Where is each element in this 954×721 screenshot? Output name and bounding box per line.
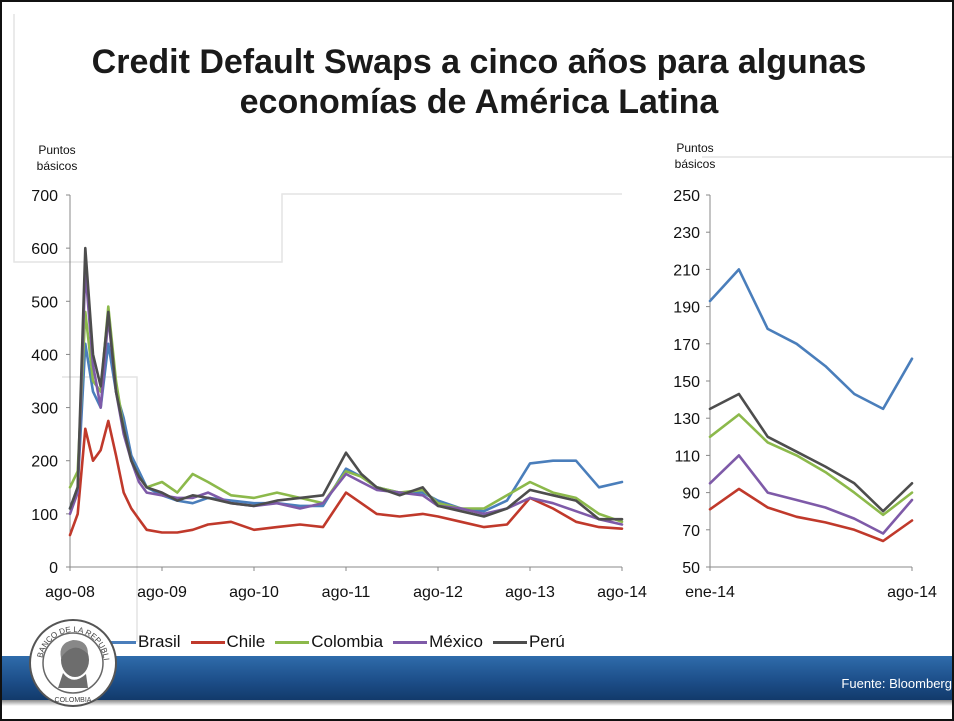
y-tick-label: 600 bbox=[31, 241, 58, 258]
legend: Brasil Chile Colombia México Perú bbox=[102, 630, 575, 654]
y-axis-label-line: básicos bbox=[37, 159, 78, 173]
legend-item: Colombia bbox=[275, 632, 383, 652]
legend-swatch bbox=[191, 641, 225, 644]
y-tick-label: 170 bbox=[673, 337, 700, 354]
legend-label: México bbox=[429, 632, 483, 652]
series-line-brasil bbox=[710, 269, 912, 409]
y-tick-label: 700 bbox=[31, 188, 58, 205]
y-axis-label-line: Puntos bbox=[38, 143, 75, 157]
y-tick-label: 110 bbox=[674, 448, 700, 465]
chart-left: Puntos básicos 0 100 200 300 400 500 600 700 ago-0… bbox=[31, 143, 647, 601]
series-line-méxico bbox=[710, 455, 912, 533]
series-line-perú bbox=[70, 248, 622, 519]
y-tick-label: 190 bbox=[673, 300, 700, 317]
source-note: Fuente: Bloomberg bbox=[841, 676, 952, 691]
y-tick-label: 500 bbox=[31, 294, 58, 311]
x-tick-label: ago-14 bbox=[597, 584, 647, 601]
y-axis-label-line: Puntos bbox=[676, 141, 713, 155]
y-tick-label: 300 bbox=[31, 401, 58, 418]
y-tick-label: 70 bbox=[682, 523, 700, 540]
x-tick-label: ago-12 bbox=[413, 584, 463, 601]
x-tick-label: ago-11 bbox=[322, 584, 371, 601]
series-line-chile bbox=[70, 421, 622, 535]
y-axis-label: Puntos básicos bbox=[37, 143, 78, 173]
series-line-perú bbox=[710, 394, 912, 511]
legend-label: Colombia bbox=[311, 632, 383, 652]
y-tick-label: 230 bbox=[673, 225, 700, 242]
legend-swatch bbox=[393, 641, 427, 644]
series-line-colombia bbox=[710, 415, 912, 515]
chart-area: Puntos básicos 0 100 200 300 400 500 600 700 ago-0… bbox=[2, 2, 954, 642]
legend-label: Perú bbox=[529, 632, 565, 652]
legend-item: Chile bbox=[191, 632, 266, 652]
footer-shadow bbox=[2, 700, 954, 706]
x-tick-label: ago-09 bbox=[137, 584, 187, 601]
background-panels bbox=[14, 14, 954, 642]
footer-bar bbox=[2, 656, 954, 700]
y-tick-label: 200 bbox=[31, 454, 58, 471]
legend-label: Chile bbox=[227, 632, 266, 652]
x-tick-label: ago-13 bbox=[505, 584, 555, 601]
y-axis-label: Puntos básicos bbox=[675, 141, 716, 171]
seal-icon: BANCO DE LA REPUBLICA COLOMBIA bbox=[28, 618, 118, 708]
chart-right: Puntos básicos 50 70 90 110 130 150 170 190 210 230… bbox=[673, 141, 937, 601]
y-tick-label: 250 bbox=[673, 188, 700, 205]
legend-item: Perú bbox=[493, 632, 565, 652]
legend-swatch bbox=[275, 641, 309, 644]
legend-label: Brasil bbox=[138, 632, 181, 652]
legend-item: México bbox=[393, 632, 483, 652]
y-tick-label: 0 bbox=[49, 560, 58, 577]
y-tick-label: 100 bbox=[31, 507, 58, 524]
x-tick-label: ene-14 bbox=[685, 584, 735, 601]
y-axis-label-line: básicos bbox=[675, 157, 716, 171]
x-tick-label: ago-14 bbox=[887, 584, 937, 601]
legend-swatch bbox=[493, 641, 527, 644]
x-tick-label: ago-10 bbox=[229, 584, 279, 601]
y-tick-label: 210 bbox=[673, 262, 700, 279]
y-tick-label: 90 bbox=[682, 486, 700, 503]
y-tick-label: 50 bbox=[682, 560, 700, 577]
y-tick-label: 150 bbox=[673, 374, 700, 391]
y-tick-label: 400 bbox=[31, 347, 58, 364]
x-tick-label: ago-08 bbox=[45, 584, 95, 601]
svg-text:COLOMBIA: COLOMBIA bbox=[55, 697, 92, 704]
y-tick-label: 130 bbox=[673, 411, 700, 428]
